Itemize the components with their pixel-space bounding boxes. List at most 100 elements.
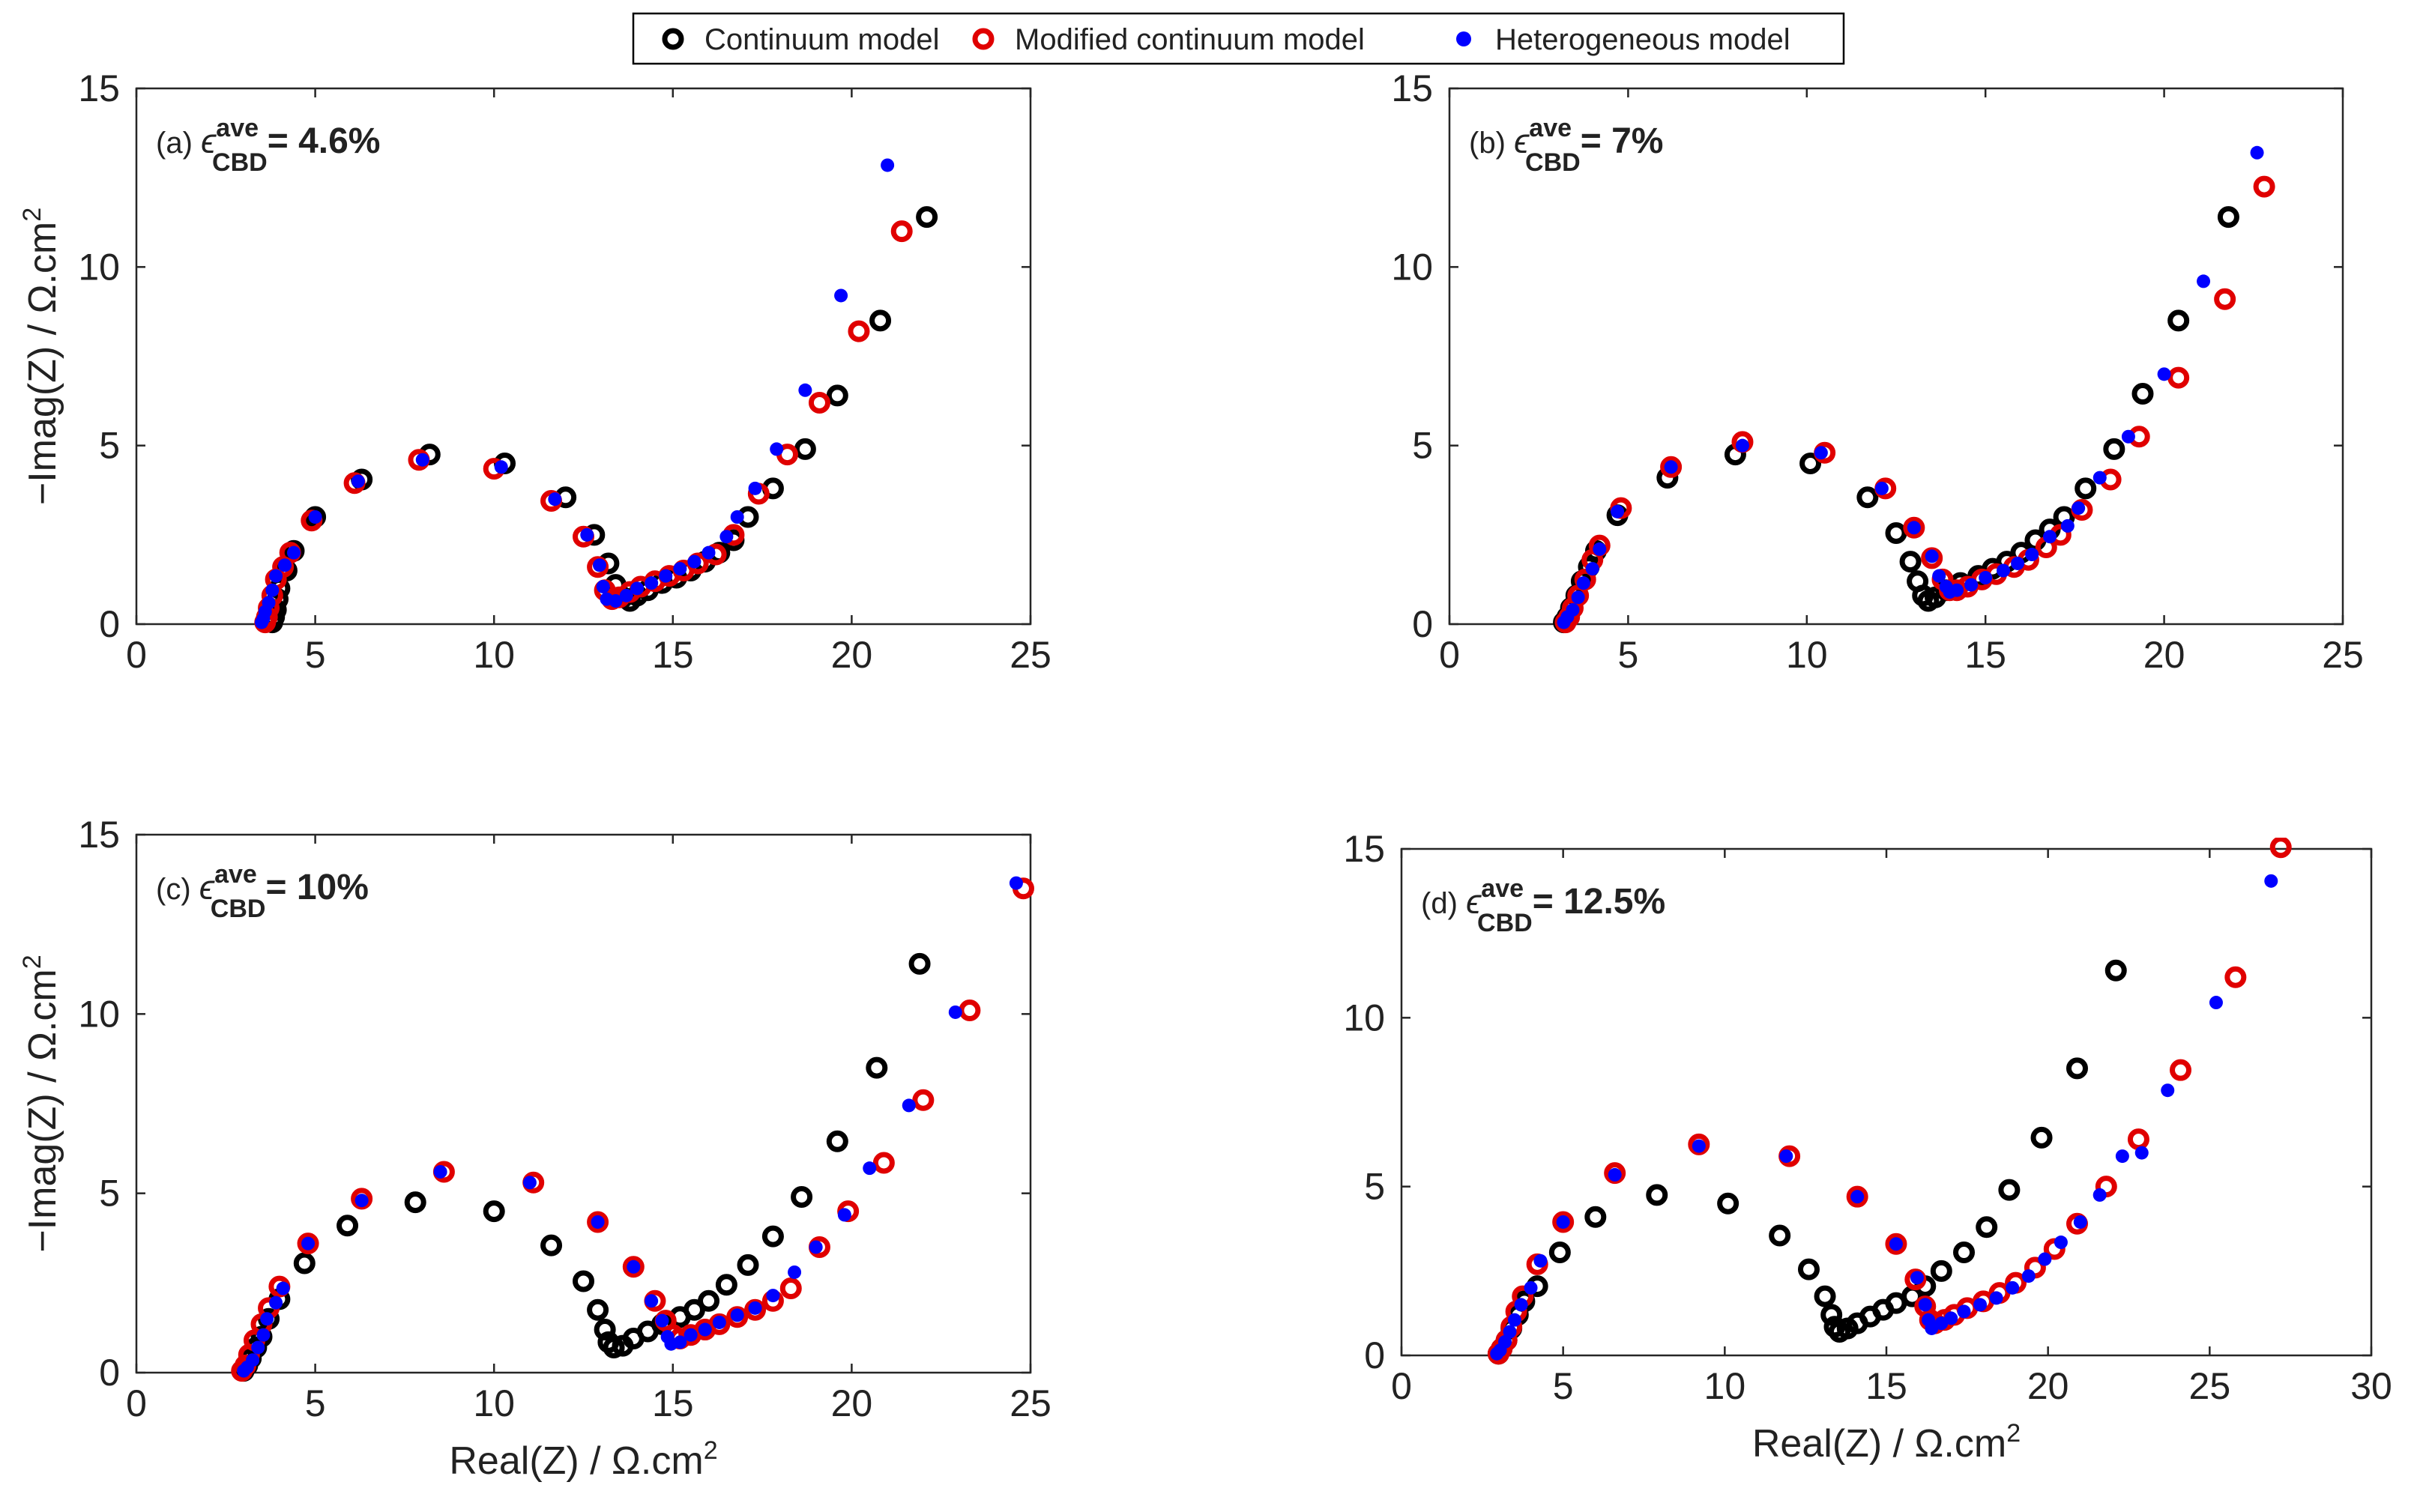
panel-subscript: CBD — [1525, 148, 1581, 177]
heterogeneous-point — [580, 527, 594, 542]
modified-continuum-point — [1885, 1233, 1907, 1255]
heterogeneous-point — [619, 588, 633, 602]
plot-area — [1400, 847, 2373, 1357]
data-points — [1553, 145, 2275, 634]
heterogeneous-point — [2021, 1269, 2036, 1283]
heterogeneous-point — [2073, 1215, 2087, 1229]
heterogeneous-point — [260, 1312, 274, 1326]
heterogeneous-point — [701, 545, 716, 560]
legend-label-2: Modified continuum model — [1015, 23, 1365, 56]
panel-d: 0 5 10 15 20 25 30 0 5 10 15 Real(Z) / Ω.cm2 (d) ϵav… — [1343, 828, 2392, 1466]
heterogeneous-point — [1997, 563, 2011, 578]
heterogeneous-point — [1950, 583, 1964, 597]
heterogeneous-point — [881, 158, 895, 172]
heterogeneous-point — [770, 442, 784, 456]
y-tick-label: 5 — [99, 425, 120, 467]
modified-continuum-point — [2167, 366, 2190, 389]
heterogeneous-point — [1910, 1271, 1924, 1285]
heterogeneous-point — [2134, 1146, 2149, 1160]
heterogeneous-point — [269, 569, 283, 583]
continuum-point — [866, 1056, 888, 1079]
heterogeneous-point — [655, 1313, 669, 1328]
x-axis-label-text: Real(Z) / Ω.cm — [1752, 1422, 2006, 1466]
heterogeneous-point — [2092, 471, 2107, 485]
panel-value: = 12.5% — [1533, 882, 1665, 922]
data-points — [254, 158, 938, 634]
continuum-point — [908, 952, 931, 975]
continuum-point — [2131, 383, 2154, 405]
panel-value: = 7% — [1581, 121, 1664, 161]
continuum-point — [794, 438, 816, 460]
continuum-point — [1548, 1242, 1571, 1264]
heterogeneous-point — [834, 288, 848, 303]
continuum-point — [1899, 551, 1922, 573]
y-tick-label: 0 — [1412, 603, 1433, 645]
modified-continuum-point — [2269, 838, 2292, 859]
y-tick-label: 15 — [78, 814, 120, 856]
heterogeneous-point — [1608, 1167, 1622, 1182]
modified-continuum-point — [2224, 966, 2247, 988]
heterogeneous-point — [548, 492, 562, 506]
heterogeneous-point — [276, 1281, 290, 1295]
heterogeneous-point — [433, 1164, 447, 1179]
heterogeneous-point — [2157, 367, 2171, 381]
panel-epsilon: ϵ — [201, 121, 217, 160]
panel-value: = 10% — [265, 868, 368, 907]
y-tick-label: 5 — [1364, 1166, 1385, 1208]
legend-marker-3 — [1456, 31, 1471, 46]
heterogeneous-point — [592, 558, 606, 572]
heterogeneous-point — [301, 1236, 316, 1251]
panel-annotation: (d) ϵave CBD= 12.5% — [1421, 874, 1665, 937]
continuum-point — [791, 1185, 813, 1208]
continuum-point — [337, 1215, 359, 1237]
continuum-point — [1814, 1285, 1836, 1307]
continuum-point — [594, 1319, 616, 1341]
heterogeneous-point — [684, 1328, 698, 1342]
heterogeneous-point — [2264, 874, 2278, 888]
heterogeneous-point — [1514, 1298, 1528, 1312]
continuum-point — [916, 206, 938, 229]
heterogeneous-point — [1507, 1313, 1521, 1327]
y-tick-label: 15 — [78, 67, 120, 109]
panel-a: 0 5 10 15 20 25 0 5 10 15 −Imag(Z) / Ω.cm2 (a) ϵave… — [18, 67, 1051, 676]
heterogeneous-point — [609, 594, 623, 608]
heterogeneous-point — [948, 1005, 962, 1019]
continuum-point — [1799, 453, 1822, 474]
modified-continuum-point — [872, 1152, 895, 1174]
modified-continuum-point — [2214, 288, 2236, 310]
heterogeneous-point — [251, 1340, 265, 1355]
continuum-point — [2030, 1126, 2053, 1149]
heterogeneous-point — [2121, 429, 2135, 444]
continuum-point — [540, 1234, 563, 1257]
continuum-point — [1646, 1184, 1668, 1206]
panel-subscript: CBD — [211, 895, 266, 923]
x-tick-label: 5 — [1553, 1365, 1574, 1407]
heterogeneous-point — [2025, 548, 2039, 562]
heterogeneous-point — [2092, 1188, 2107, 1202]
heterogeneous-point — [645, 1294, 659, 1308]
continuum-point — [404, 1191, 426, 1214]
x-tick-label: 20 — [2143, 634, 2185, 676]
panel-tag: (a) — [156, 127, 201, 160]
heterogeneous-point — [719, 530, 734, 544]
heterogeneous-point — [1692, 1139, 1706, 1153]
continuum-point — [2104, 959, 2127, 982]
continuum-point — [761, 1225, 784, 1248]
heterogeneous-point — [1571, 590, 1585, 605]
heterogeneous-point — [2006, 1280, 2020, 1295]
heterogeneous-point — [2209, 996, 2223, 1010]
modified-continuum-point — [912, 1089, 935, 1111]
heterogeneous-point — [630, 581, 645, 596]
heterogeneous-point — [1889, 1237, 1903, 1251]
x-tick-label: 20 — [831, 1382, 873, 1424]
heterogeneous-point — [1814, 446, 1828, 460]
x-tick-label: 25 — [1010, 1382, 1051, 1424]
panel-subscript: CBD — [1477, 909, 1533, 937]
y-tick-label: 5 — [1412, 425, 1433, 467]
modified-continuum-point — [2253, 175, 2275, 198]
y-axis-label-text: −Imag(Z) / Ω.cm — [21, 969, 64, 1252]
heterogeneous-point — [2043, 530, 2057, 544]
x-tick-label: 25 — [2189, 1365, 2231, 1407]
x-axis-label: Real(Z) / Ω.cm2 — [1752, 1419, 2021, 1466]
